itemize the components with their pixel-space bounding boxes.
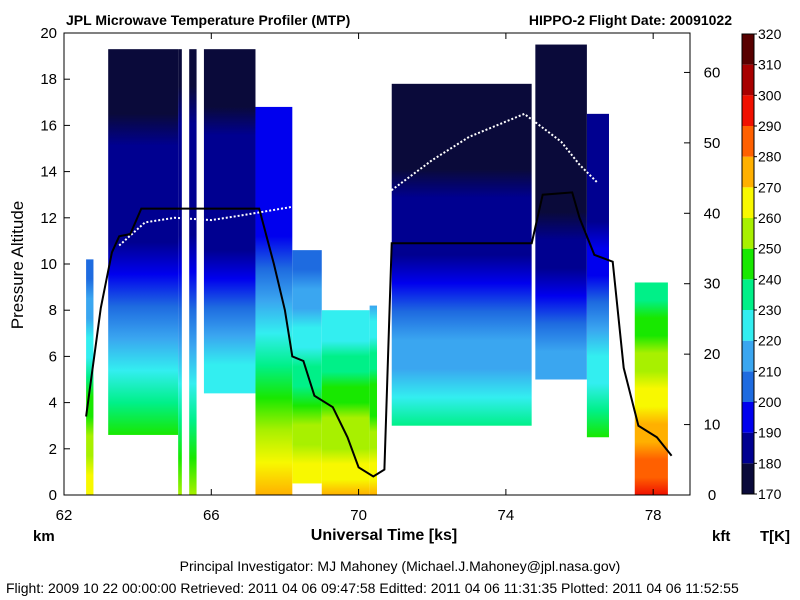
colorbar-tick-label: 230 [758, 302, 782, 318]
y-tick-label: 10 [40, 256, 57, 273]
y-right-tick-label: 50 [704, 135, 721, 152]
y-right-tick-label: 40 [704, 205, 721, 222]
colorbar-label: T[K] [760, 528, 790, 545]
colorbar-swatch [742, 463, 754, 494]
temperature-segment [369, 305, 377, 495]
y-axis-label: Pressure Altitude [8, 201, 27, 330]
colorbar-tick-label: 170 [758, 486, 782, 502]
chart-subtitle: HIPPO-2 Flight Date: 20091022 [528, 12, 732, 28]
colorbar-frame [741, 33, 755, 495]
colorbar-swatch [742, 218, 754, 249]
x-tick-label: 70 [350, 507, 367, 524]
y-tick-label: 16 [40, 117, 57, 134]
y-unit-right: kft [712, 528, 730, 545]
tropopause-line [118, 112, 599, 247]
colorbar-swatch [742, 95, 754, 126]
temperature-segment [535, 44, 587, 380]
colorbar-tick-label: 300 [758, 87, 782, 103]
colorbar-swatch [742, 402, 754, 433]
colorbar-tick-label: 310 [758, 57, 782, 73]
overlay-lines [85, 112, 673, 478]
temperature-field [86, 44, 668, 496]
temperature-segment [178, 49, 182, 496]
y-right-tick-label: 0 [708, 487, 716, 504]
colorbar-tick-label: 180 [758, 455, 782, 471]
y-tick-label: 0 [49, 487, 57, 504]
y-right-tick-label: 30 [704, 276, 721, 293]
x-tick-label: 66 [203, 507, 220, 524]
colorbar: 170 180 190 200 210 220 230 240 250 260 270 280 290 3… [741, 26, 782, 502]
x-tick-label: 62 [56, 507, 73, 524]
colorbar-swatch [742, 371, 754, 402]
colorbar-swatch [742, 340, 754, 372]
y-right-tick-label: 10 [704, 417, 721, 434]
colorbar-swatch [742, 310, 754, 341]
colorbar-tick-label: 270 [758, 179, 782, 195]
colorbar-swatch [742, 126, 754, 157]
x-axis-label: Universal Time [ks] [311, 527, 457, 544]
colorbar-tick-label: 250 [758, 241, 782, 257]
colorbar-tick-label: 290 [758, 118, 782, 134]
chart-title: JPL Microwave Temperature Profiler (MTP) [66, 12, 351, 28]
y-right-tick-label: 20 [704, 346, 721, 363]
colorbar-tick-label: 200 [758, 394, 782, 410]
temperature-segment [321, 310, 370, 495]
axes: 62 66 70 74 78 0 2 4 6 8 10 12 14 16 18 20 0 10 20 30 40 50 60 [40, 25, 720, 524]
colorbar-tick-label: 240 [758, 271, 782, 287]
temperature-segment [292, 250, 322, 484]
temperature-segment [86, 259, 94, 495]
temperature-segment [586, 113, 609, 438]
colorbar-tick-label: 280 [758, 149, 782, 165]
aircraft-altitude-line [85, 191, 673, 478]
colorbar-tick-label: 320 [758, 26, 782, 42]
temperature-segment [255, 106, 293, 496]
y-tick-label: 14 [40, 164, 57, 181]
temperature-segment [634, 282, 668, 495]
colorbar-swatch [742, 64, 754, 96]
y-tick-label: 4 [49, 395, 57, 412]
colorbar-swatch [742, 187, 754, 218]
colorbar-tick-label: 220 [758, 333, 782, 349]
y-tick-label: 20 [40, 25, 57, 42]
y-tick-label: 2 [49, 441, 57, 458]
temperature-segment [203, 49, 256, 394]
temperature-segment [108, 49, 179, 435]
x-tick-label: 74 [498, 507, 515, 524]
temperature-segment [189, 49, 197, 496]
colorbar-swatch [742, 279, 754, 310]
colorbar-swatch [742, 432, 754, 464]
y-unit-left: km [33, 528, 55, 545]
colorbar-tick-label: 210 [758, 363, 782, 379]
footer-timestamps: Flight: 2009 10 22 00:00:00 Retrieved: 2… [6, 580, 739, 596]
footer-investigator: Principal Investigator: MJ Mahoney (Mich… [179, 558, 621, 574]
y-tick-label: 18 [40, 71, 57, 88]
y-tick-label: 6 [49, 348, 57, 365]
x-tick-label: 78 [645, 507, 662, 524]
colorbar-swatch [742, 156, 754, 188]
colorbar-swatch [742, 34, 754, 65]
temperature-segment [391, 83, 532, 426]
y-tick-label: 8 [49, 302, 57, 319]
colorbar-tick-label: 190 [758, 425, 782, 441]
colorbar-tick-label: 260 [758, 210, 782, 226]
y-tick-label: 12 [40, 210, 57, 227]
y-right-tick-label: 60 [704, 64, 721, 81]
colorbar-swatch [742, 248, 754, 280]
